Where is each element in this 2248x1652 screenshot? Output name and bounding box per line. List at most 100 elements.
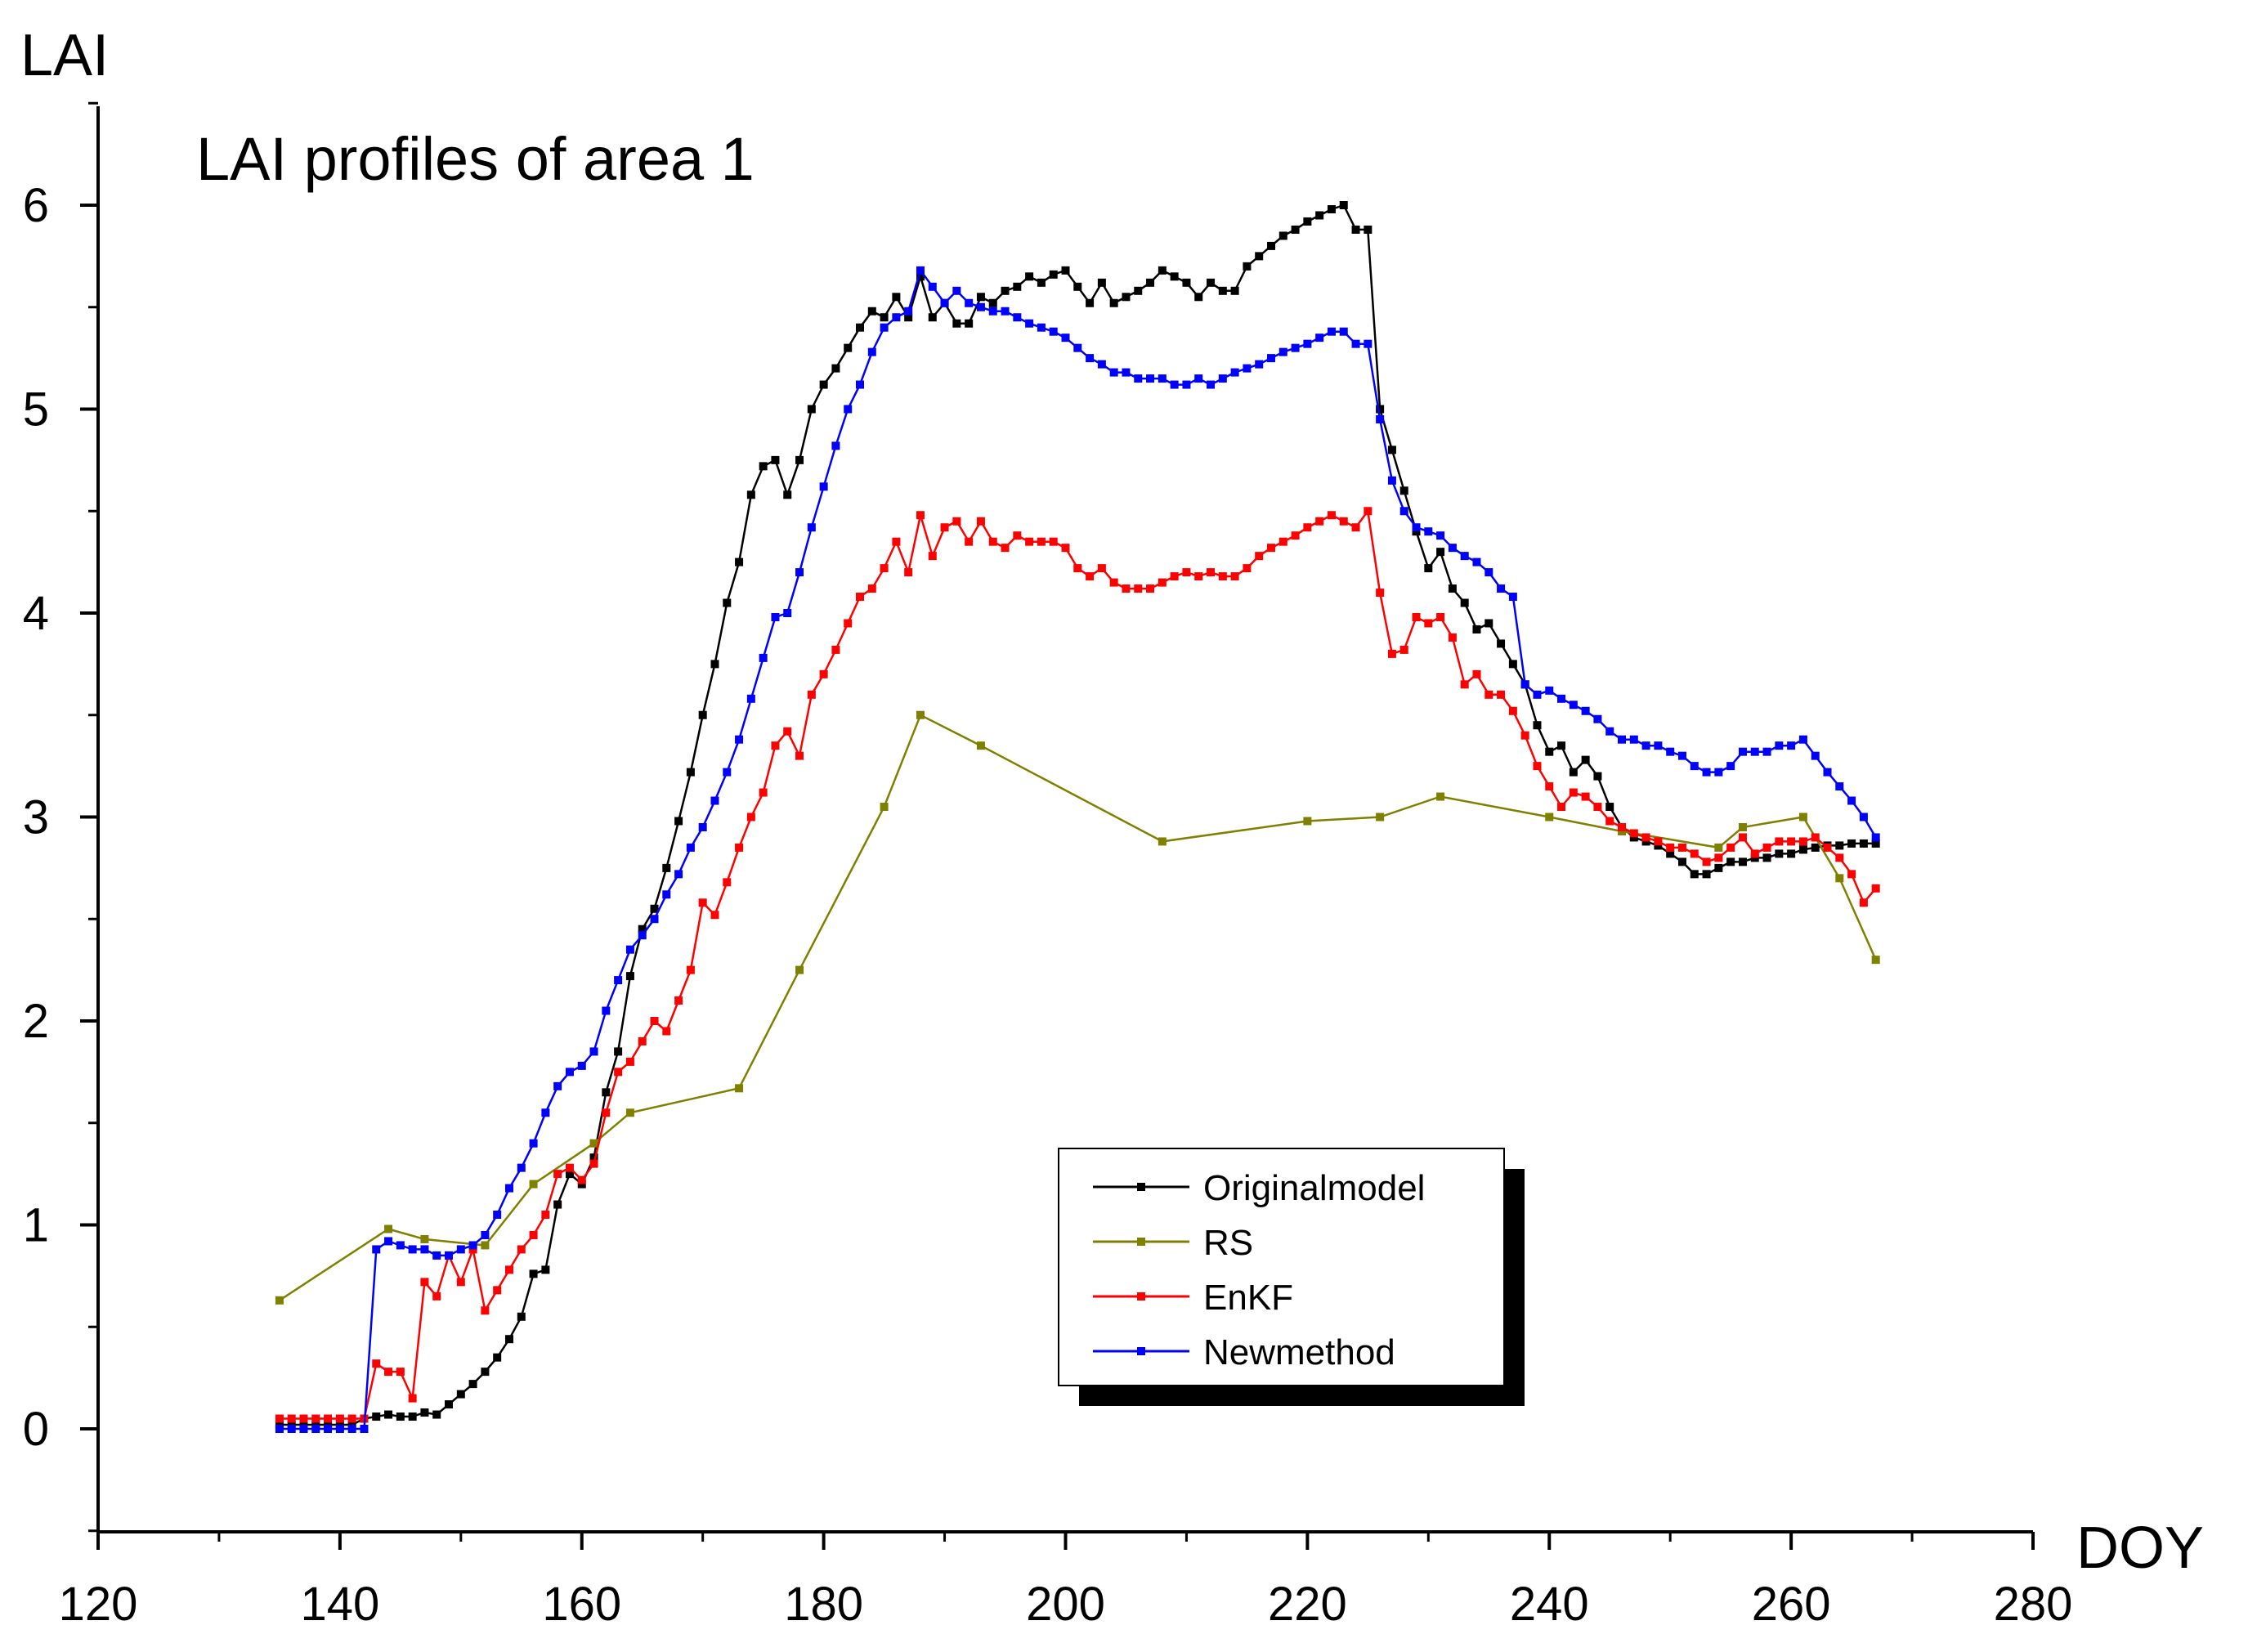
data-point: [856, 323, 865, 332]
data-point: [723, 598, 732, 607]
data-point: [783, 490, 792, 499]
data-point: [1399, 507, 1408, 516]
data-point: [504, 1335, 513, 1344]
data-point: [1158, 578, 1167, 587]
data-point: [324, 1425, 333, 1433]
data-point: [1424, 564, 1433, 573]
data-point: [904, 313, 913, 322]
data-point: [831, 441, 840, 450]
data-point: [517, 1163, 526, 1172]
data-point: [940, 523, 949, 532]
data-point: [698, 710, 707, 719]
data-point: [1666, 843, 1675, 852]
data-point: [928, 552, 937, 561]
data-point: [1351, 339, 1360, 348]
data-point: [360, 1425, 369, 1433]
data-point: [1424, 527, 1433, 536]
data-point: [1714, 768, 1723, 777]
data-point: [1061, 544, 1070, 553]
data-point: [965, 537, 974, 546]
data-point: [1811, 833, 1820, 842]
series-newmethod: [275, 266, 1880, 1433]
data-point: [1266, 544, 1275, 553]
data-point: [1146, 278, 1155, 287]
data-point: [1303, 523, 1312, 532]
data-point: [638, 924, 647, 933]
data-point: [1001, 307, 1010, 316]
data-point: [1134, 286, 1143, 295]
data-point: [553, 1081, 562, 1090]
data-point: [1049, 537, 1058, 546]
data-point: [1025, 537, 1034, 546]
data-point: [372, 1412, 381, 1421]
data-point: [324, 1414, 333, 1423]
data-point: [311, 1414, 320, 1423]
data-point: [1218, 374, 1227, 383]
data-point: [1013, 313, 1022, 322]
y-tick-label: 2: [23, 995, 49, 1048]
data-point: [1677, 857, 1686, 866]
data-point: [565, 1068, 574, 1077]
data-point: [1109, 578, 1118, 587]
data-point: [1097, 564, 1106, 573]
data-point: [1013, 531, 1022, 540]
data-point: [456, 1245, 465, 1254]
data-point: [1738, 857, 1747, 866]
data-point: [831, 364, 840, 373]
data-point: [1399, 486, 1408, 495]
data-point: [976, 293, 985, 302]
data-point: [372, 1245, 381, 1254]
data-point: [1569, 701, 1578, 710]
data-point: [1557, 694, 1566, 703]
data-point: [1351, 523, 1360, 532]
data-point: [1859, 813, 1868, 822]
data-point: [844, 405, 853, 414]
data-point: [1327, 204, 1336, 213]
data-point: [1714, 863, 1723, 872]
data-point: [856, 380, 865, 389]
data-point: [1533, 721, 1542, 730]
data-point: [746, 694, 755, 703]
data-point: [602, 1088, 611, 1097]
data-point: [493, 1286, 502, 1295]
data-point: [481, 1368, 490, 1377]
data-point: [1497, 690, 1506, 699]
data-point: [988, 537, 997, 546]
data-point: [432, 1410, 441, 1419]
data-point: [1581, 792, 1590, 801]
data-point: [577, 1175, 586, 1184]
data-point: [1497, 584, 1506, 593]
data-point: [807, 523, 816, 532]
x-tick-label: 140: [300, 1578, 379, 1631]
data-point: [1545, 782, 1554, 791]
data-point: [771, 612, 780, 621]
legend-label-originalmodel: Originalmodel: [1203, 1168, 1425, 1208]
data-point: [880, 323, 889, 332]
data-point: [565, 1163, 574, 1172]
data-point: [698, 898, 707, 907]
data-point: [384, 1368, 393, 1377]
data-point: [602, 1108, 611, 1117]
data-point: [723, 878, 732, 887]
data-point: [1472, 557, 1481, 566]
data-point: [589, 1153, 598, 1162]
data-point: [1641, 833, 1650, 842]
data-point: [1762, 747, 1771, 756]
data-point: [916, 710, 925, 719]
legend-label-newmethod: Newmethod: [1203, 1332, 1395, 1372]
data-point: [1194, 293, 1203, 302]
data-point: [952, 286, 961, 295]
data-point: [1266, 241, 1275, 250]
data-point: [396, 1368, 405, 1377]
y-tick-label: 4: [23, 587, 49, 640]
data-point: [1666, 849, 1675, 858]
data-point: [1835, 841, 1844, 850]
data-point: [1581, 755, 1590, 764]
data-point: [1170, 572, 1179, 581]
data-point: [1436, 792, 1445, 801]
data-point: [1859, 839, 1868, 848]
data-point: [1557, 803, 1566, 812]
data-point: [553, 1170, 562, 1179]
data-point: [1641, 741, 1650, 750]
data-point: [1690, 849, 1699, 858]
